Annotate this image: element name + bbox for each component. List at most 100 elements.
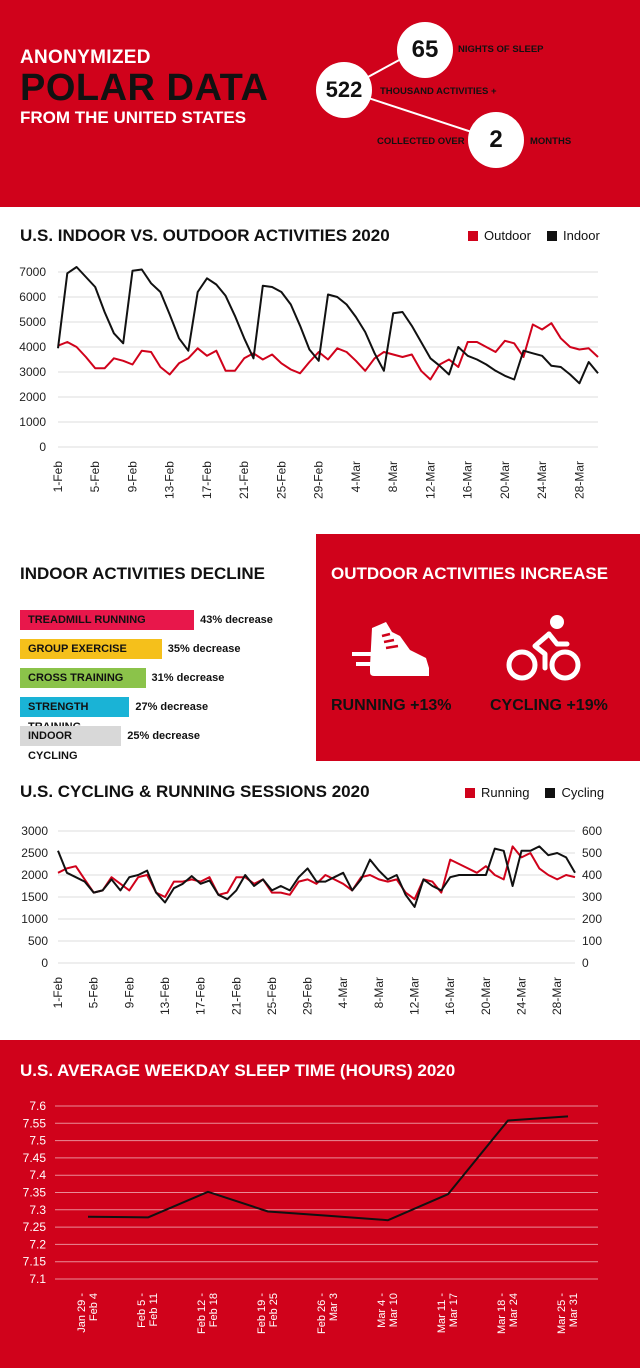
x-tick-label: 20-Mar — [498, 461, 512, 499]
indoor-title: INDOOR ACTIVITIES DECLINE — [20, 564, 265, 583]
cyclist-icon — [506, 615, 581, 681]
y-tick-label: 7.3 — [29, 1203, 46, 1217]
x-tick-label: Mar 18 -Mar 24 — [496, 1293, 520, 1334]
x-tick-label: 13-Feb — [158, 977, 172, 1015]
outdoor-title: OUTDOOR ACTIVITIES INCREASE — [331, 564, 609, 583]
y-right-tick-label: 200 — [582, 912, 602, 926]
y-left-tick-label: 3000 — [21, 824, 48, 838]
sleep-band — [0, 1040, 640, 1368]
indoor-bar: TREADMILL RUNNING — [20, 610, 195, 630]
y-tick-label: 0 — [39, 440, 46, 454]
y-right-tick-label: 600 — [582, 824, 602, 838]
y-left-tick-label: 500 — [28, 934, 48, 948]
indoor-bar-pct: 25% decrease — [127, 730, 201, 742]
x-tick-label: 9-Feb — [125, 461, 139, 493]
x-tick-label: 24-Mar — [515, 977, 529, 1015]
x-tick-label: Feb 26 -Mar 3 — [316, 1293, 340, 1334]
stat-value: 65 — [411, 36, 439, 63]
stat-label-months: MONTHS — [530, 136, 572, 147]
y-tick-label: 7.25 — [23, 1220, 47, 1234]
x-tick-label: 17-Feb — [194, 977, 208, 1015]
indoor-bar-pct: 31% decrease — [151, 672, 225, 684]
indoor-bar: CROSS TRAINING — [20, 668, 146, 688]
x-tick-label-line2: Feb 11 — [148, 1293, 160, 1326]
y-tick-label: 7000 — [19, 265, 46, 279]
x-tick-label-line2: Mar 31 — [568, 1293, 580, 1327]
x-tick-label-line2: Mar 3 — [328, 1293, 340, 1321]
header-title: POLAR DATA — [20, 67, 269, 109]
y-tick-label: 7.6 — [29, 1099, 46, 1113]
y-tick-label: 5000 — [19, 315, 46, 329]
chart3-plot: 7.1 7.15 7.2 7.25 7.3 7.35 7.4 7.45 7.5 7.55 7.6 Ja… — [23, 1099, 598, 1334]
chart2-legend: Running Cycling — [465, 785, 604, 800]
series-line-running — [57, 845, 576, 901]
y-right-tick-label: 0 — [582, 956, 589, 970]
x-tick-label-line2: Feb 4 — [88, 1293, 100, 1321]
chart2-plot: 0 0 500 100 1000 200 1500 300 2000 400 2500 500 3000… — [21, 824, 602, 1015]
stat-bubble-months: 2 — [468, 112, 524, 168]
legend-label-running: Running — [481, 785, 530, 800]
legend-label-cycling: Cycling — [561, 785, 605, 800]
x-tick-label: 4-Mar — [349, 461, 363, 492]
legend-label-outdoor: Outdoor — [484, 228, 531, 243]
x-tick-label-line2: Feb 18 — [208, 1293, 220, 1327]
x-tick-label: 12-Mar — [423, 461, 437, 499]
y-tick-label: 7.35 — [23, 1186, 47, 1200]
x-tick-label: 13-Feb — [163, 461, 177, 499]
stat-bubble-nights: 65 — [397, 22, 453, 78]
x-tick-label: 8-Mar — [372, 977, 386, 1008]
stat-value: 522 — [325, 77, 363, 102]
x-tick-label: 4-Mar — [336, 977, 350, 1008]
indoor-bar-pct: 27% decrease — [135, 701, 209, 713]
x-tick-label: 1-Feb — [51, 977, 65, 1009]
y-right-tick-label: 500 — [582, 846, 602, 860]
series-line-outdoor — [57, 322, 599, 381]
stat-bubble-activities: 522 — [316, 62, 372, 118]
x-tick-label-line1: Feb 5 - — [136, 1293, 148, 1328]
x-tick-label: 12-Mar — [408, 977, 422, 1015]
chart2-title: U.S. CYCLING & RUNNING SESSIONS 2020 — [20, 782, 370, 801]
stat-prefix-collected: COLLECTED OVER — [377, 136, 465, 147]
x-tick-label: Feb 5 -Feb 11 — [136, 1293, 160, 1328]
x-tick-label: 25-Feb — [265, 977, 279, 1015]
x-tick-label-line1: Feb 12 - — [196, 1293, 208, 1334]
stat-label-activities: THOUSAND ACTIVITIES + — [380, 86, 497, 97]
x-tick-label: Feb 19 -Feb 25 — [256, 1293, 280, 1334]
header-line1: ANONYMIZED — [20, 47, 151, 68]
y-tick-label: 7.5 — [29, 1134, 46, 1148]
x-tick-label-line1: Mar 25 - — [556, 1293, 568, 1334]
x-tick-label-line1: Mar 11 - — [436, 1293, 448, 1333]
x-tick-label-line2: Mar 24 — [508, 1293, 520, 1327]
x-tick-label: 20-Mar — [479, 977, 493, 1015]
x-tick-label: 24-Mar — [535, 461, 549, 499]
x-tick-label: 29-Feb — [312, 461, 326, 499]
outdoor-panel — [316, 534, 640, 761]
cycling-stat: CYCLING +19% — [490, 697, 608, 714]
chart1-title: U.S. INDOOR VS. OUTDOOR ACTIVITIES 2020 — [20, 226, 390, 245]
x-tick-label: Mar 11 -Mar 17 — [436, 1293, 460, 1333]
series-line-indoor — [57, 266, 599, 385]
indoor-bar: STRENGTH TRAINING — [20, 697, 130, 733]
y-left-tick-label: 2500 — [21, 846, 48, 860]
x-tick-label: Feb 12 -Feb 18 — [196, 1293, 220, 1334]
x-tick-label: 8-Mar — [386, 461, 400, 492]
x-tick-label: Mar 4 -Mar 10 — [376, 1293, 400, 1328]
y-tick-label: 6000 — [19, 290, 46, 304]
y-tick-label: 3000 — [19, 365, 46, 379]
x-tick-label: 5-Feb — [88, 461, 102, 493]
y-right-tick-label: 400 — [582, 868, 602, 882]
x-tick-label: 28-Mar — [550, 977, 564, 1015]
y-left-tick-label: 2000 — [21, 868, 48, 882]
y-tick-label: 7.2 — [29, 1237, 46, 1251]
stat-value: 2 — [489, 126, 503, 153]
y-left-tick-label: 0 — [41, 956, 48, 970]
x-tick-label: 16-Mar — [443, 977, 457, 1015]
x-tick-label: Mar 25 -Mar 31 — [556, 1293, 580, 1334]
x-tick-label: Jan 29 -Feb 4 — [76, 1293, 100, 1333]
chart1-plot: 0 1000 2000 3000 4000 5000 6000 7000 1-Feb 5-Feb 9… — [19, 265, 599, 499]
x-tick-label: 25-Feb — [274, 461, 288, 499]
x-tick-label-line1: Feb 26 - — [316, 1293, 328, 1334]
indoor-bar: INDOOR CYCLING — [20, 726, 122, 762]
x-tick-label-line2: Feb 25 — [268, 1293, 280, 1327]
stat-label-nights: NIGHTS OF SLEEP — [458, 44, 544, 55]
